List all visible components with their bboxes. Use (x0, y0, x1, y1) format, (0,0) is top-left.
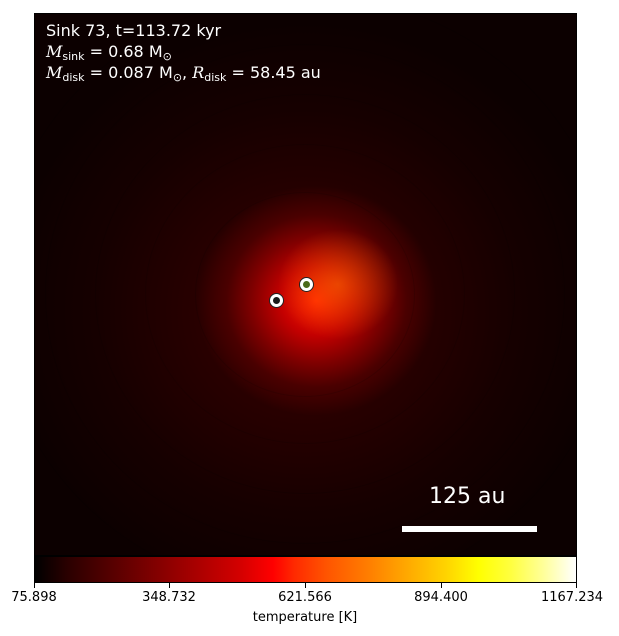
disk-radius-symbol: R (192, 63, 205, 82)
temperature-map: Sink 73, t=113.72 kyr Msink = 0.68 M⊙ Md… (34, 13, 577, 556)
sink-mass-sub: sink (62, 50, 85, 63)
contour-ring (95, 94, 515, 494)
disk-params-label: Mdisk = 0.087 M⊙, Rdisk = 58.45 au (46, 64, 321, 87)
sink-mass-unit-sub: ⊙ (162, 50, 172, 63)
sink-mass-label: Msink = 0.68 M⊙ (46, 43, 172, 66)
disk-mass-sub: disk (62, 71, 85, 84)
colorbar-tick (441, 583, 442, 588)
sink-title: Sink 73, t=113.72 kyr (46, 21, 222, 40)
sink-mass-value: = 0.68 M (84, 42, 163, 61)
separator-comma: , (182, 63, 193, 82)
colorbar-tick-label: 348.732 (142, 590, 196, 605)
colorbar-tick (305, 583, 306, 588)
colorbar-label: temperature [K] (252, 610, 358, 625)
scale-bar (402, 526, 537, 532)
scale-bar-label: 125 au (429, 484, 506, 509)
disk-radius-value: = 58.45 au (226, 63, 321, 82)
contour-ring (45, 44, 565, 544)
sink-marker-secondary (300, 278, 313, 291)
contour-ring (195, 192, 415, 397)
disk-mass-unit-sub: ⊙ (172, 71, 183, 84)
colorbar (34, 556, 577, 583)
contour-ring (145, 144, 465, 444)
disk-radius-sub: disk (204, 71, 227, 84)
colorbar-tick-label: 621.566 (278, 590, 332, 605)
colorbar-tick (34, 583, 35, 588)
sink-mass-symbol: M (46, 42, 63, 61)
disk-mass-value: = 0.087 M (84, 63, 173, 82)
colorbar-tick-label: 894.400 (414, 590, 468, 605)
colorbar-tick-label: 75.898 (11, 590, 57, 605)
colorbar-tick (576, 583, 577, 588)
sink-marker-primary (270, 294, 283, 307)
disk-mass-symbol: M (46, 63, 63, 82)
colorbar-tick (169, 583, 170, 588)
colorbar-tick-label: 1167.234 (540, 590, 604, 605)
